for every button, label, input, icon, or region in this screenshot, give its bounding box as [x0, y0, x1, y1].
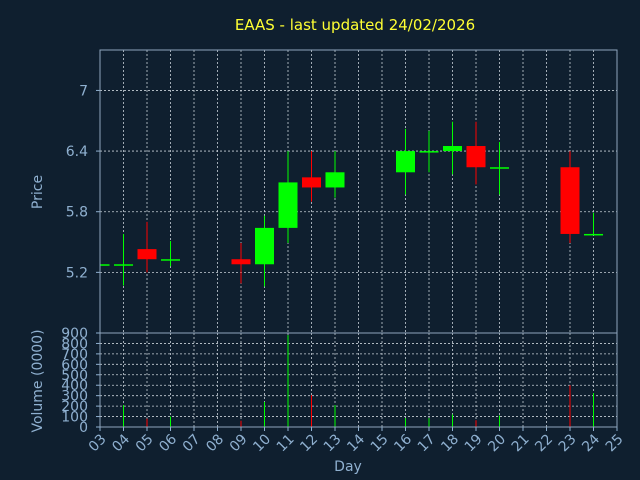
candle-body	[560, 167, 580, 234]
x-tick-label: 21	[509, 431, 533, 455]
candle-body	[490, 167, 509, 169]
volume-tick-label: 500	[61, 368, 88, 384]
volume-bar	[123, 405, 124, 427]
x-tick-label: 19	[462, 431, 486, 455]
volume-panel	[123, 335, 594, 427]
x-tick-label: 08	[203, 431, 227, 455]
volume-bar	[475, 420, 477, 427]
volume-bar	[569, 385, 571, 427]
volume-tick-label: 100	[61, 410, 88, 426]
candle-body	[100, 264, 110, 266]
y-tick-label: 5.8	[66, 205, 88, 221]
candle-body	[419, 151, 439, 153]
candle-body	[325, 172, 345, 188]
volume-tick-label: 400	[61, 378, 88, 394]
volume-tick-label: 800	[61, 336, 88, 352]
candle-body	[278, 182, 298, 228]
candle-body	[137, 249, 157, 260]
x-tick-label: 05	[133, 431, 157, 455]
x-tick-label: 15	[368, 431, 392, 455]
candle-body	[443, 146, 462, 152]
volume-bar	[240, 420, 242, 427]
x-tick-label: 24	[579, 431, 603, 455]
x-tick-label: 04	[109, 431, 133, 455]
volume-tick-label: 300	[61, 389, 88, 405]
y-axis-label: Price	[30, 175, 46, 209]
volume-tick-label: 0	[79, 420, 88, 436]
x-tick-label: 17	[415, 431, 439, 455]
chart-title: EAAS - last updated 24/02/2026	[235, 16, 475, 34]
x-tick-label: 12	[297, 431, 321, 455]
volume-tick-label: 900	[61, 326, 88, 342]
x-tick-label: 25	[603, 431, 627, 455]
y-tick-label: 7	[79, 83, 88, 99]
y-tick-label: 6.4	[66, 144, 88, 160]
candle-body	[161, 259, 180, 261]
volume-bar	[146, 418, 148, 427]
x-tick-label: 03	[86, 431, 110, 455]
x-tick-label: 23	[556, 431, 580, 455]
grid	[99, 50, 618, 428]
x-tick-label: 18	[438, 431, 462, 455]
candle-body	[584, 233, 603, 236]
x-tick-label: 22	[532, 431, 556, 455]
volume-tick-label: 700	[61, 347, 88, 363]
volume-bar	[287, 335, 289, 427]
x-tick-label: 09	[227, 431, 251, 455]
x-tick-label: 07	[180, 431, 204, 455]
volume-bar	[264, 401, 265, 427]
x-tick-label: 06	[156, 431, 180, 455]
volume-bar	[499, 415, 500, 427]
x-tick-label: 11	[274, 431, 298, 455]
candle-body	[302, 177, 321, 188]
volume-bar	[334, 405, 336, 427]
volume-axis-label: Volume (0000)	[30, 329, 46, 432]
x-tick-label: 14	[344, 431, 368, 455]
x-tick-label: 10	[250, 431, 274, 455]
volume-bar	[452, 414, 453, 427]
candle-body	[231, 259, 251, 265]
x-axis-label: Day	[334, 459, 362, 475]
volume-tick-label: 200	[61, 399, 88, 415]
volume-bar	[405, 418, 406, 427]
x-tick-label: 20	[485, 431, 509, 455]
candle-body	[466, 146, 486, 168]
x-tick-label: 16	[391, 431, 415, 455]
volume-frame	[99, 332, 618, 428]
volume-tick-label: 600	[61, 357, 88, 373]
volume-bar	[428, 418, 430, 427]
candle-body	[396, 151, 415, 173]
candle-body	[114, 264, 133, 266]
volume-bar	[170, 416, 171, 427]
candle-body	[255, 227, 274, 265]
y-tick-label: 5.2	[66, 265, 88, 281]
x-tick-label: 13	[321, 431, 345, 455]
price-panel	[100, 121, 603, 287]
volume-bar	[311, 395, 312, 427]
volume-bar	[593, 393, 594, 427]
